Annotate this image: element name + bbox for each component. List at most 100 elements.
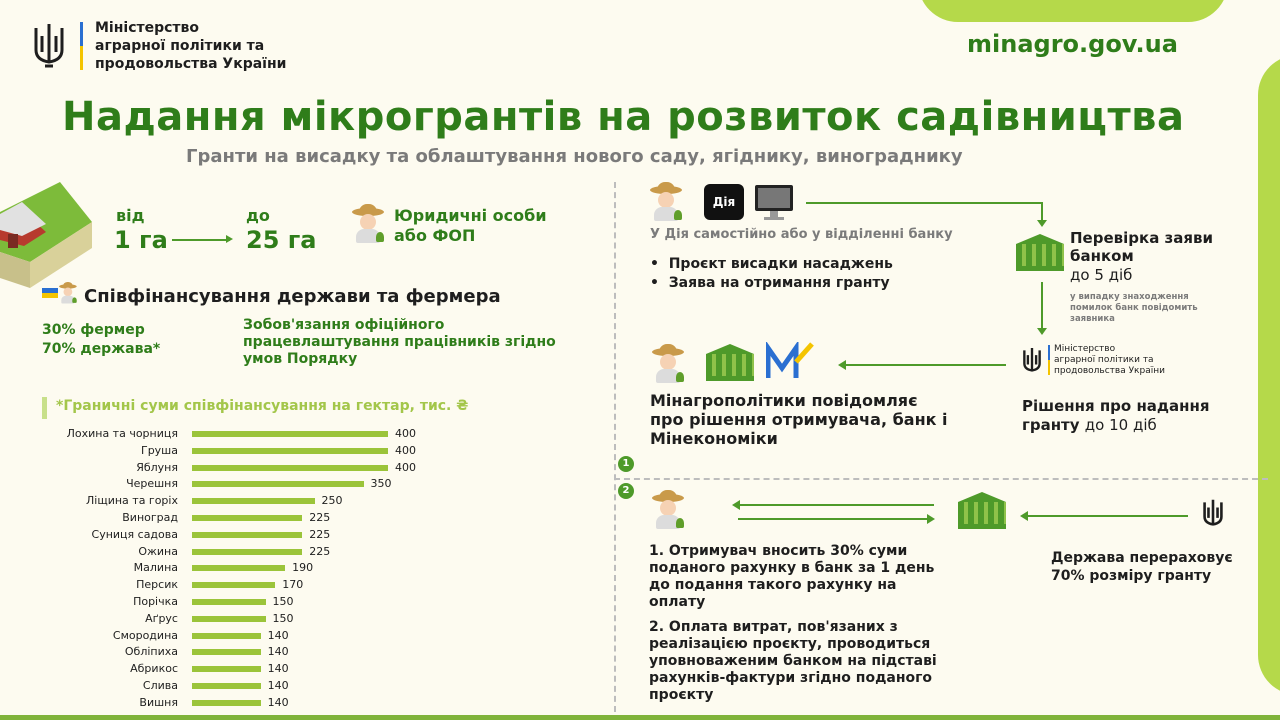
flag-stripe xyxy=(1048,345,1050,375)
bar-category-label: Аґрус xyxy=(145,611,178,625)
ukraine-flag-icon-yellow xyxy=(42,293,58,298)
flow-arrow xyxy=(806,202,1042,204)
bar-value-label: 250 xyxy=(321,494,343,508)
bar-category-label: Виноград xyxy=(122,511,178,524)
employment-obligation: Зобов'язання офіційного працевлаштування… xyxy=(243,317,556,367)
chart-row: Яблуня 400 xyxy=(40,460,460,476)
area-to-label: до xyxy=(246,206,270,225)
farmer-share: 30% фермер xyxy=(42,322,145,338)
bar-category-label: Яблуня xyxy=(136,460,178,474)
ukraine-flag-icon xyxy=(42,288,58,293)
bottom-decor-line xyxy=(0,715,1280,720)
flag-stripe-blue xyxy=(1048,345,1050,360)
bar xyxy=(192,683,261,689)
bar xyxy=(192,481,364,488)
bar-value-label: 225 xyxy=(309,511,331,524)
area-from-value: 1 га xyxy=(114,226,168,254)
bar-value-label: 140 xyxy=(267,628,289,642)
section-divider xyxy=(614,478,1268,480)
ministry-name: Міністерство аграрної політики та продов… xyxy=(95,19,286,73)
ministry-line: продовольства України xyxy=(1054,366,1165,376)
bank-check-time: до 5 діб xyxy=(1070,266,1133,284)
flow-arrowhead xyxy=(732,500,740,510)
bar-value-label: 350 xyxy=(370,477,392,491)
decision-title: Рішення про надання грантy xyxy=(1022,397,1210,434)
bar xyxy=(192,699,261,706)
state-transfer-text: Держава перераховує 70% розміру гранту xyxy=(1051,550,1233,584)
area-from-label: від xyxy=(116,206,145,225)
bar xyxy=(192,632,261,639)
bank-icon xyxy=(958,492,1006,529)
ministry-line: аграрної політики та xyxy=(95,38,265,54)
flow-arrowhead xyxy=(927,514,935,524)
bar-value-label: 140 xyxy=(267,645,289,659)
farmer-icon xyxy=(650,490,686,530)
bar xyxy=(192,515,303,521)
chart-row: Абрикос 140 xyxy=(40,661,460,677)
chart-title: *Граничні суми співфінансування на гекта… xyxy=(56,398,469,414)
notify-text: Мінагрополітики повідомляє про рішення о… xyxy=(650,391,948,448)
bar-category-label: Обліпиха xyxy=(124,645,178,659)
chart-title-accent xyxy=(42,397,47,419)
bar-category-label: Малина xyxy=(133,561,178,575)
chart-row: Малина 190 xyxy=(40,560,460,576)
range-arrowhead xyxy=(226,235,233,243)
list-item: • Заява на отримання гранту xyxy=(650,275,890,291)
flow-arrowhead xyxy=(1037,328,1047,335)
bar xyxy=(192,666,261,673)
flow-arrow xyxy=(1041,202,1043,222)
bar xyxy=(192,498,315,505)
bar-value-label: 400 xyxy=(395,460,416,474)
bar-value-label: 170 xyxy=(282,578,304,592)
chart-row: Обліпиха 140 xyxy=(40,644,460,660)
bar xyxy=(192,548,303,555)
chart-row: Слива 140 xyxy=(40,678,460,694)
flow-arrow xyxy=(738,518,928,520)
bar-category-label: Лохина та чорниця xyxy=(66,427,178,440)
farmer-icon xyxy=(650,344,686,384)
page-title: Надання мікрогрантів на розвиток садівни… xyxy=(62,94,1185,140)
bar-value-label: 190 xyxy=(292,561,314,575)
ministry-economy-logo xyxy=(766,342,814,378)
step-number: 2 xyxy=(618,483,634,499)
flow-arrowhead xyxy=(1037,220,1047,227)
ministry-line: Міністерство xyxy=(1054,344,1116,354)
bar-value-label: 140 xyxy=(267,662,289,676)
decision-block: Рішення про надання грантy до 10 діб xyxy=(1022,397,1242,435)
bar xyxy=(192,431,388,437)
diia-app-icon: Дія xyxy=(704,184,744,220)
farmer-small-icon xyxy=(58,282,78,304)
cofinancing-heading: Співфінансування держави та фермера xyxy=(84,286,501,307)
trident-icon xyxy=(34,24,64,68)
bar-value-label: 150 xyxy=(272,595,294,608)
bank-icon xyxy=(1016,234,1064,271)
bar xyxy=(192,599,266,605)
computer-icon xyxy=(755,185,793,220)
chart-row: Ліщина та горіх 250 xyxy=(40,493,460,509)
flow-arrow xyxy=(1028,515,1188,517)
chart-row: Виноград 225 xyxy=(40,510,460,526)
bar xyxy=(192,447,388,454)
required-docs-list: • Проєкт висадки насаджень • Заява на от… xyxy=(650,256,893,291)
bar-category-label: Ожина xyxy=(138,544,178,558)
bar-category-label: Груша xyxy=(140,443,178,457)
list-item: • Проєкт висадки насаджень xyxy=(650,256,893,272)
bar-chart: Лохина та чорниця 400 Груша 400 Яблуня 400 Чер… xyxy=(0,0,600,720)
chart-row: Порічка 150 xyxy=(40,594,460,610)
bar-value-label: 140 xyxy=(267,679,289,692)
bar-value-label: 225 xyxy=(309,527,331,541)
bar-category-label: Суниця садова xyxy=(91,527,178,541)
bar-category-label: Ліщина та горіх xyxy=(86,494,178,508)
bar-value-label: 140 xyxy=(267,695,289,709)
chart-row: Черешня 350 xyxy=(40,476,460,492)
ministry-line: Міністерство xyxy=(95,20,200,36)
bar-category-label: Персик xyxy=(136,578,178,592)
chart-row: Ожина 225 xyxy=(40,544,460,560)
trident-icon xyxy=(1203,499,1223,526)
chart-row: Вишня 140 xyxy=(40,695,460,711)
range-arrow xyxy=(172,239,230,241)
trident-icon xyxy=(1023,348,1041,372)
ministry-line: продовольства України xyxy=(95,56,287,72)
website-link[interactable]: minagro.gov.ua xyxy=(967,30,1178,58)
bar-value-label: 225 xyxy=(309,544,331,558)
